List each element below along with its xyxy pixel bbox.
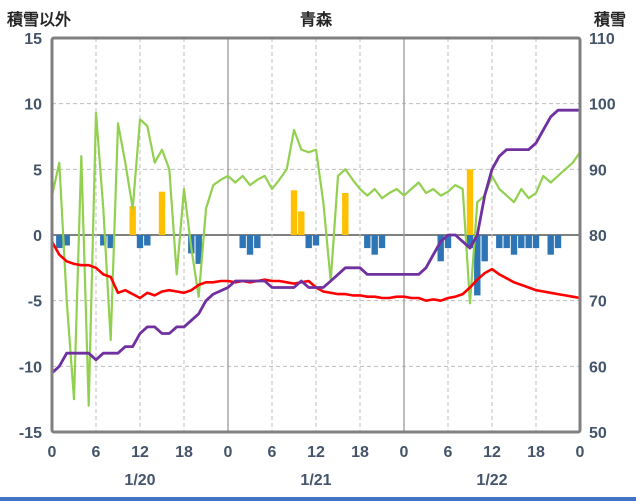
hour-tick: 12 bbox=[483, 444, 501, 461]
purple-line bbox=[50, 108, 582, 375]
left-axis-tick: -15 bbox=[19, 425, 42, 442]
blue-bars-bar bbox=[364, 235, 371, 249]
right-axis-tick: 100 bbox=[589, 97, 616, 114]
blue-bars-bar bbox=[466, 235, 474, 249]
right-axis-tick: 50 bbox=[589, 425, 607, 442]
left-axis-tick: 10 bbox=[24, 97, 42, 114]
hour-tick: 6 bbox=[92, 444, 101, 461]
hour-tick: 0 bbox=[576, 444, 585, 461]
blue-bars-bar bbox=[547, 235, 554, 255]
date-label: 1/21 bbox=[300, 472, 331, 489]
chart-title: 青森 bbox=[299, 12, 332, 29]
hour-tick: 12 bbox=[131, 444, 149, 461]
blue-bars-bar bbox=[444, 235, 452, 249]
blue-bars-bar bbox=[525, 235, 532, 249]
orange-bars-bar bbox=[466, 169, 474, 235]
blue-bars-bar bbox=[136, 235, 144, 249]
hour-tick: 0 bbox=[400, 444, 409, 461]
right-axis-title: 積雪 bbox=[593, 12, 626, 29]
left-axis-tick: -5 bbox=[28, 294, 42, 311]
blue-bars-bar bbox=[510, 235, 518, 255]
left-axis-title: 積雪以外 bbox=[7, 12, 72, 29]
blue-bars-bar bbox=[503, 235, 510, 249]
orange-bars-bar bbox=[158, 191, 166, 235]
orange-bars-bar bbox=[298, 211, 305, 235]
hour-tick: 18 bbox=[175, 444, 193, 461]
blue-bars-bar bbox=[474, 235, 481, 296]
left-axis-tick: -10 bbox=[19, 359, 42, 376]
blue-bars-bar bbox=[107, 235, 114, 249]
blue-bars-bar bbox=[378, 235, 386, 249]
blue-bars-bar bbox=[437, 235, 444, 262]
orange-bars-bar bbox=[290, 190, 298, 235]
hour-tick: 0 bbox=[48, 444, 57, 461]
hour-tick: 6 bbox=[268, 444, 277, 461]
blue-bars-bar bbox=[554, 235, 562, 249]
blue-bars-bar bbox=[496, 235, 503, 249]
left-axis-tick: 15 bbox=[24, 31, 42, 48]
left-axis-tick: 0 bbox=[33, 228, 42, 245]
blue-bars-bar bbox=[532, 235, 540, 249]
right-axis-tick: 90 bbox=[589, 162, 607, 179]
orange-bars-bar bbox=[129, 206, 136, 235]
hour-tick: 6 bbox=[444, 444, 453, 461]
blue-bars-bar bbox=[56, 235, 63, 249]
blue-bars-bar bbox=[239, 235, 246, 249]
blue-bars-bar bbox=[144, 235, 151, 246]
blue-bars-bar bbox=[254, 235, 261, 249]
blue-bars-bar bbox=[305, 235, 312, 249]
right-axis-tick: 80 bbox=[589, 228, 607, 245]
left-axis-tick: 5 bbox=[33, 162, 42, 179]
orange-bars-bar bbox=[342, 193, 349, 235]
hour-tick: 12 bbox=[307, 444, 325, 461]
hour-tick: 18 bbox=[351, 444, 369, 461]
hour-tick: 18 bbox=[527, 444, 545, 461]
green-line bbox=[50, 111, 582, 407]
right-axis-tick: 60 bbox=[589, 359, 607, 376]
blue-bars-bar bbox=[312, 235, 320, 246]
plot-frame bbox=[50, 36, 582, 434]
blue-bars-bar bbox=[518, 235, 525, 249]
blue-bars-bar bbox=[195, 235, 202, 264]
right-axis-tick: 110 bbox=[589, 31, 615, 48]
blue-bars-bar bbox=[371, 235, 378, 255]
hour-tick: 0 bbox=[224, 444, 233, 461]
right-axis-tick: 70 bbox=[589, 294, 607, 311]
date-label: 1/22 bbox=[476, 472, 507, 489]
blue-bars-bar bbox=[63, 235, 70, 246]
blue-bars-bar bbox=[100, 235, 107, 246]
blue-bars-bar bbox=[481, 235, 488, 262]
date-label: 1/20 bbox=[124, 472, 155, 489]
bottom-strip bbox=[0, 497, 636, 501]
blue-bars-bar bbox=[246, 235, 254, 255]
